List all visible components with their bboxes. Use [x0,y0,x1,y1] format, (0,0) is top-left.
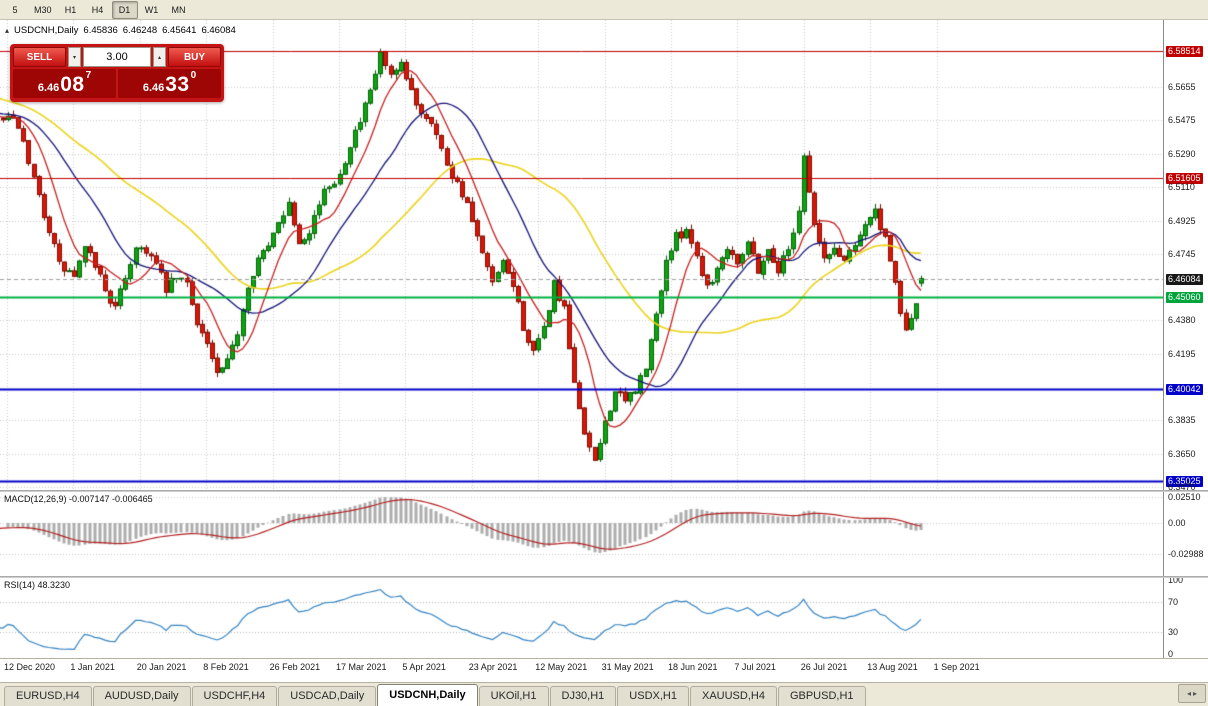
time-axis-label: 1 Jan 2021 [70,662,115,672]
price-axis-label: 6.4380 [1168,315,1196,326]
time-axis-label: 13 Aug 2021 [867,662,918,672]
ohlc-open: 6.45836 [83,25,118,36]
rsi-label: RSI(14) 48.3230 [4,580,71,590]
price-axis: 6.58514 6.5655 6.5475 6.5290 6.51605 6.5110 6.… [1163,20,1208,490]
timeframe-button-d1[interactable]: D1 [111,0,138,19]
price-tag-6.51605: 6.51605 [1166,172,1203,184]
sell-price-base: 6.46 [37,82,60,94]
price-axis-label: 6.5655 [1168,82,1196,92]
macd-indicator-canvas[interactable] [0,492,1163,576]
macd-axis: 0.02510 0.00 -0.02988 [1163,492,1208,576]
buy-price-sup: 0 [190,70,197,81]
tab-usdchf-h4[interactable]: USDCHF,H4 [191,686,278,706]
price-axis-label: 6.4195 [1168,349,1196,360]
timeframe-button-h4[interactable]: H4 [84,0,111,19]
price-tag-6.45060: 6.45060 [1166,292,1203,304]
tab-usdcad-daily[interactable]: USDCAD,Daily [278,686,377,706]
tab-gbpusd-h1[interactable]: GBPUSD,H1 [777,686,866,706]
chart-tabs-bar: ◂ ▸ EURUSD,H4 AUDUSD,Daily USDCHF,H4 USDCAD… [0,682,1208,706]
tab-scroll-control[interactable]: ◂ ▸ [1178,684,1206,703]
macd-label: MACD(12,26,9) -0.007147 -0.006465 [4,494,153,504]
one-click-trading-panel: SELL ▾ 3.00 ▴ BUY 6.46 08 7 6.46 33 0 [10,44,224,102]
timeframe-button-w1[interactable]: W1 [138,0,165,19]
ohlc-close: 6.46084 [201,25,236,36]
rsi-axis-label: 30 [1168,626,1179,637]
timeframe-button-h1[interactable]: H1 [57,0,84,19]
tab-xauusd-h4[interactable]: XAUUSD,H4 [689,686,777,706]
time-axis-label: 26 Feb 2021 [269,662,321,672]
macd-axis-label: -0.02988 [1168,548,1204,559]
price-tag-6.40042: 6.40042 [1166,384,1203,396]
timeframe-button-m30[interactable]: M30 [29,0,57,19]
price-axis-label: 6.5475 [1168,114,1196,125]
time-axis-label: 31 May 2021 [601,662,654,672]
time-axis-label: 26 Jul 2021 [800,662,848,672]
ohlc-low: 6.45641 [162,25,197,36]
volume-decrease-button[interactable]: ▾ [68,47,81,67]
volume-increase-button[interactable]: ▴ [153,47,166,67]
sell-price-big: 08 [60,73,85,96]
one-click-collapse-icon[interactable]: ▴ [5,26,10,35]
time-axis-label: 12 May 2021 [535,662,588,672]
time-axis-label: 8 Feb 2021 [203,662,249,672]
tab-audusd-daily[interactable]: AUDUSD,Daily [92,686,191,706]
chart-symbol-timeframe: USDCNH,Daily [14,25,79,36]
buy-button[interactable]: BUY [168,47,221,67]
tab-scroll-right-icon[interactable]: ▸ [1193,689,1198,698]
price-tag-6.46084: 6.46084 [1166,273,1203,285]
time-axis-label: 23 Apr 2021 [468,662,518,672]
rsi-axis-label: 100 [1168,578,1184,585]
buy-price-display[interactable]: 6.46 33 0 [118,69,221,98]
rsi-axis-label: 70 [1168,597,1179,608]
time-axis-label: 17 Mar 2021 [336,662,387,672]
time-axis-label: 1 Sep 2021 [933,662,980,672]
timeframe-button-mn[interactable]: MN [165,0,192,19]
volume-input[interactable]: 3.00 [83,47,151,67]
tab-eurusd-h4[interactable]: EURUSD,H4 [4,686,92,706]
sell-button[interactable]: SELL [13,47,66,67]
ohlc-high: 6.46248 [122,25,158,36]
price-axis-label: 6.5110 [1168,181,1195,192]
price-axis-label: 6.4745 [1168,248,1196,259]
rsi-indicator-canvas[interactable] [0,578,1163,658]
tab-dj30-h1[interactable]: DJ30,H1 [549,686,617,706]
price-axis-label: 6.3650 [1168,449,1196,460]
price-axis-label: 6.5290 [1168,148,1196,159]
price-axis-label: 6.3470 [1168,482,1196,490]
rsi-axis: 100 70 30 0 [1163,578,1208,658]
chart-ohlc-header: ▴ USDCNH,Daily 6.45836 6.46248 6.45641 6… [5,25,236,36]
buy-price-base: 6.46 [142,82,165,94]
timeframe-toolbar: 5 M30 H1 H4 D1 W1 MN [0,0,1208,20]
rsi-axis-label: 0 [1168,649,1174,658]
time-axis-label: 7 Jul 2021 [734,662,776,672]
time-axis-label: 20 Jan 2021 [136,662,187,672]
tab-usdcnh-daily[interactable]: USDCNH,Daily [377,684,478,706]
sell-price-display[interactable]: 6.46 08 7 [13,69,116,98]
price-tag-6.35025: 6.35025 [1166,476,1203,488]
time-axis: 12 Dec 2020 1 Jan 2021 20 Jan 2021 8 Feb 20… [0,658,1208,678]
time-axis-label: 18 Jun 2021 [668,662,718,672]
sell-price-sup: 7 [85,70,92,81]
time-axis-label: 12 Dec 2020 [4,662,56,672]
time-axis-label: 5 Apr 2021 [402,662,446,672]
price-axis-label: 6.3835 [1168,415,1196,426]
panel-splitter[interactable] [0,576,1208,578]
macd-axis-label: 0.02510 [1168,492,1201,502]
tab-scroll-left-icon[interactable]: ◂ [1186,689,1191,698]
tab-usdx-h1[interactable]: USDX,H1 [617,686,689,706]
timeframe-button-5[interactable]: 5 [2,0,28,19]
macd-axis-label: 0.00 [1168,518,1186,528]
buy-price-big: 33 [165,73,190,96]
price-tag-6.58514: 6.58514 [1166,46,1203,58]
price-axis-label: 6.4925 [1168,215,1196,226]
panel-splitter[interactable] [0,490,1208,492]
tab-ukoil-h1[interactable]: UKOil,H1 [478,686,549,706]
